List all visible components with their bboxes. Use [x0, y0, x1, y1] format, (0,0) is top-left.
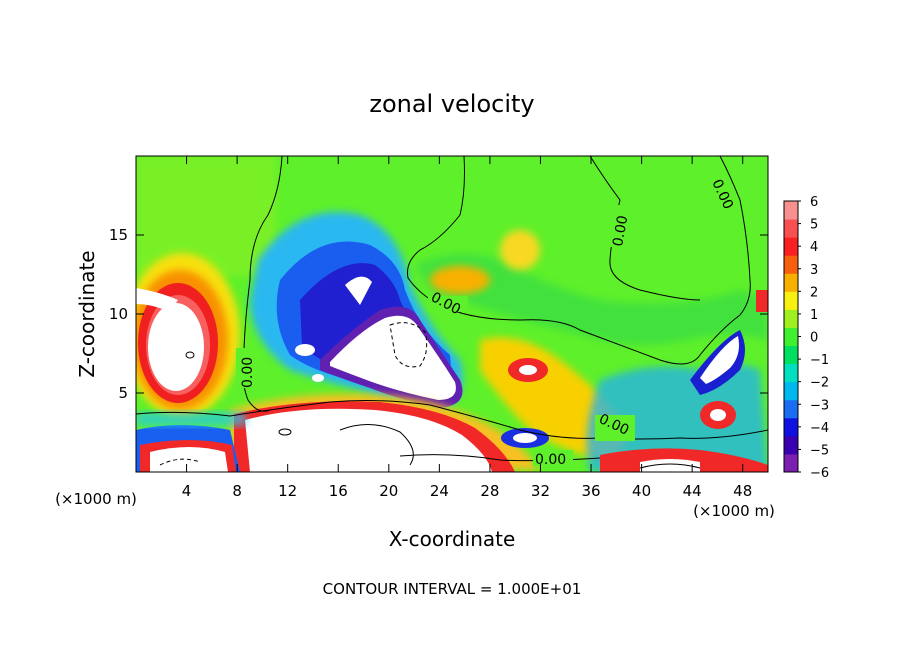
- contour-label: 0.00: [610, 214, 631, 247]
- x-tick-label: 48: [733, 482, 752, 500]
- colorbar-label: 1: [810, 308, 818, 323]
- colorbar-label: 0: [810, 331, 818, 346]
- x-tick-label: 36: [581, 482, 600, 500]
- x-axis: 4 8 12 16 20 24 28 32 36 40 44 48: [182, 156, 752, 500]
- velocity-field: 0.00 0.00 0.00 0.00 0.00 0.00: [136, 156, 768, 472]
- y-axis: 5 10 15: [109, 226, 768, 402]
- colorbar-swatch: [784, 417, 798, 437]
- colorbar-label: −1: [810, 353, 829, 368]
- y-tick-label: 10: [109, 305, 128, 323]
- x-tick-label: 44: [683, 482, 702, 500]
- colorbar-swatch: [784, 255, 798, 274]
- colorbar-label: −4: [810, 421, 829, 436]
- x-tick-label: 28: [480, 482, 499, 500]
- x-tick-label: 24: [430, 482, 449, 500]
- colorbar-label: −6: [810, 466, 829, 481]
- contour-label: 0.00: [240, 357, 256, 388]
- colorbar-label: 3: [810, 263, 818, 278]
- colorbar-label: 5: [810, 218, 818, 233]
- y-axis-label: Z-coordinate: [75, 250, 99, 377]
- colorbar-swatch: [784, 363, 798, 383]
- x-tick-label: 20: [379, 482, 398, 500]
- colorbar-swatch: [784, 381, 798, 401]
- x-axis-unit-left: (×1000 m): [55, 490, 137, 508]
- colorbar-swatch: [784, 273, 798, 292]
- x-tick-label: 4: [182, 482, 192, 500]
- colorbar-label: 6: [810, 195, 818, 210]
- x-axis-label: X-coordinate: [389, 527, 516, 551]
- colorbar-swatch: [784, 201, 798, 220]
- chart-title: zonal velocity: [369, 90, 534, 118]
- colorbar-swatch: [784, 309, 798, 328]
- contour-interval-note: CONTOUR INTERVAL = 1.000E+01: [323, 580, 582, 598]
- colorbar-swatch: [784, 435, 798, 455]
- left-positive-blob: [136, 253, 240, 417]
- colorbar-swatch: [784, 237, 798, 256]
- contour-label: 0.00: [535, 452, 566, 468]
- right-field-features: [136, 230, 768, 472]
- x-tick-label: 8: [232, 482, 242, 500]
- colorbar-swatch: [784, 345, 798, 365]
- contour-lines: [136, 156, 768, 469]
- x-tick-label: 32: [531, 482, 550, 500]
- colorbar: 6 5 4 3 2 1 0 −1 −2 −3 −4 −5 −6: [783, 195, 829, 481]
- colorbar-swatch: [784, 327, 798, 347]
- colorbar-swatch: [784, 219, 798, 238]
- colorbar-label: −2: [810, 376, 829, 391]
- x-tick-label: 12: [278, 482, 297, 500]
- x-tick-label: 40: [632, 482, 651, 500]
- x-tick-label: 16: [329, 482, 348, 500]
- x-axis-unit-right: (×1000 m): [693, 502, 775, 520]
- central-negative-blob: [250, 212, 463, 410]
- colorbar-label: −5: [810, 443, 829, 458]
- colorbar-swatch: [784, 291, 798, 310]
- colorbar-label: 4: [810, 240, 818, 255]
- y-tick-label: 5: [118, 384, 128, 402]
- colorbar-swatch: [784, 453, 798, 473]
- colorbar-label: 2: [810, 285, 818, 300]
- colorbar-label: −3: [810, 398, 829, 413]
- y-tick-label: 15: [109, 226, 128, 244]
- colorbar-swatch: [784, 399, 798, 419]
